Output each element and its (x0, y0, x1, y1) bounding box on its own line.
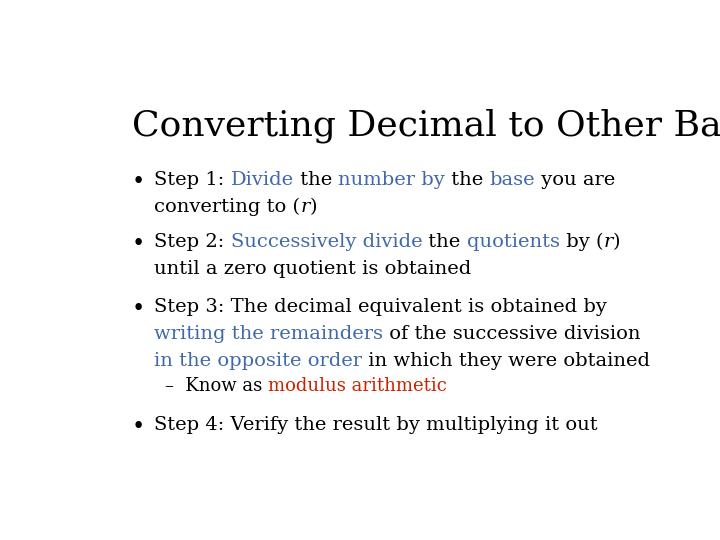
Text: of the successive division: of the successive division (383, 325, 641, 343)
Text: the: the (423, 233, 467, 251)
Text: the: the (445, 171, 490, 189)
Text: •: • (132, 298, 145, 320)
Text: writing the remainders: writing the remainders (154, 325, 383, 343)
Text: quotients: quotients (467, 233, 559, 251)
Text: r: r (603, 233, 613, 251)
Text: •: • (132, 233, 145, 255)
Text: base: base (490, 171, 535, 189)
Text: •: • (132, 416, 145, 438)
Text: Converting Decimal to Other Bases: Converting Decimal to Other Bases (132, 109, 720, 143)
Text: in the opposite order: in the opposite order (154, 352, 362, 370)
Text: in which they were obtained: in which they were obtained (362, 352, 650, 370)
Text: Divide: Divide (230, 171, 294, 189)
Text: Step 3: The decimal equivalent is obtained by: Step 3: The decimal equivalent is obtain… (154, 298, 607, 316)
Text: you are: you are (535, 171, 616, 189)
Text: ): ) (613, 233, 621, 251)
Text: until a zero quotient is obtained: until a zero quotient is obtained (154, 260, 472, 278)
Text: number by: number by (338, 171, 445, 189)
Text: Step 4: Verify the result by multiplying it out: Step 4: Verify the result by multiplying… (154, 416, 598, 434)
Text: the: the (294, 171, 338, 189)
Text: r: r (300, 198, 310, 216)
Text: modulus arithmetic: modulus arithmetic (269, 377, 447, 395)
Text: Step 1:: Step 1: (154, 171, 230, 189)
Text: converting to (: converting to ( (154, 198, 300, 216)
Text: ): ) (310, 198, 318, 216)
Text: •: • (132, 171, 145, 193)
Text: by (: by ( (559, 233, 603, 252)
Text: Step 2:: Step 2: (154, 233, 230, 251)
Text: –  Know as: – Know as (166, 377, 269, 395)
Text: Successively divide: Successively divide (230, 233, 423, 251)
